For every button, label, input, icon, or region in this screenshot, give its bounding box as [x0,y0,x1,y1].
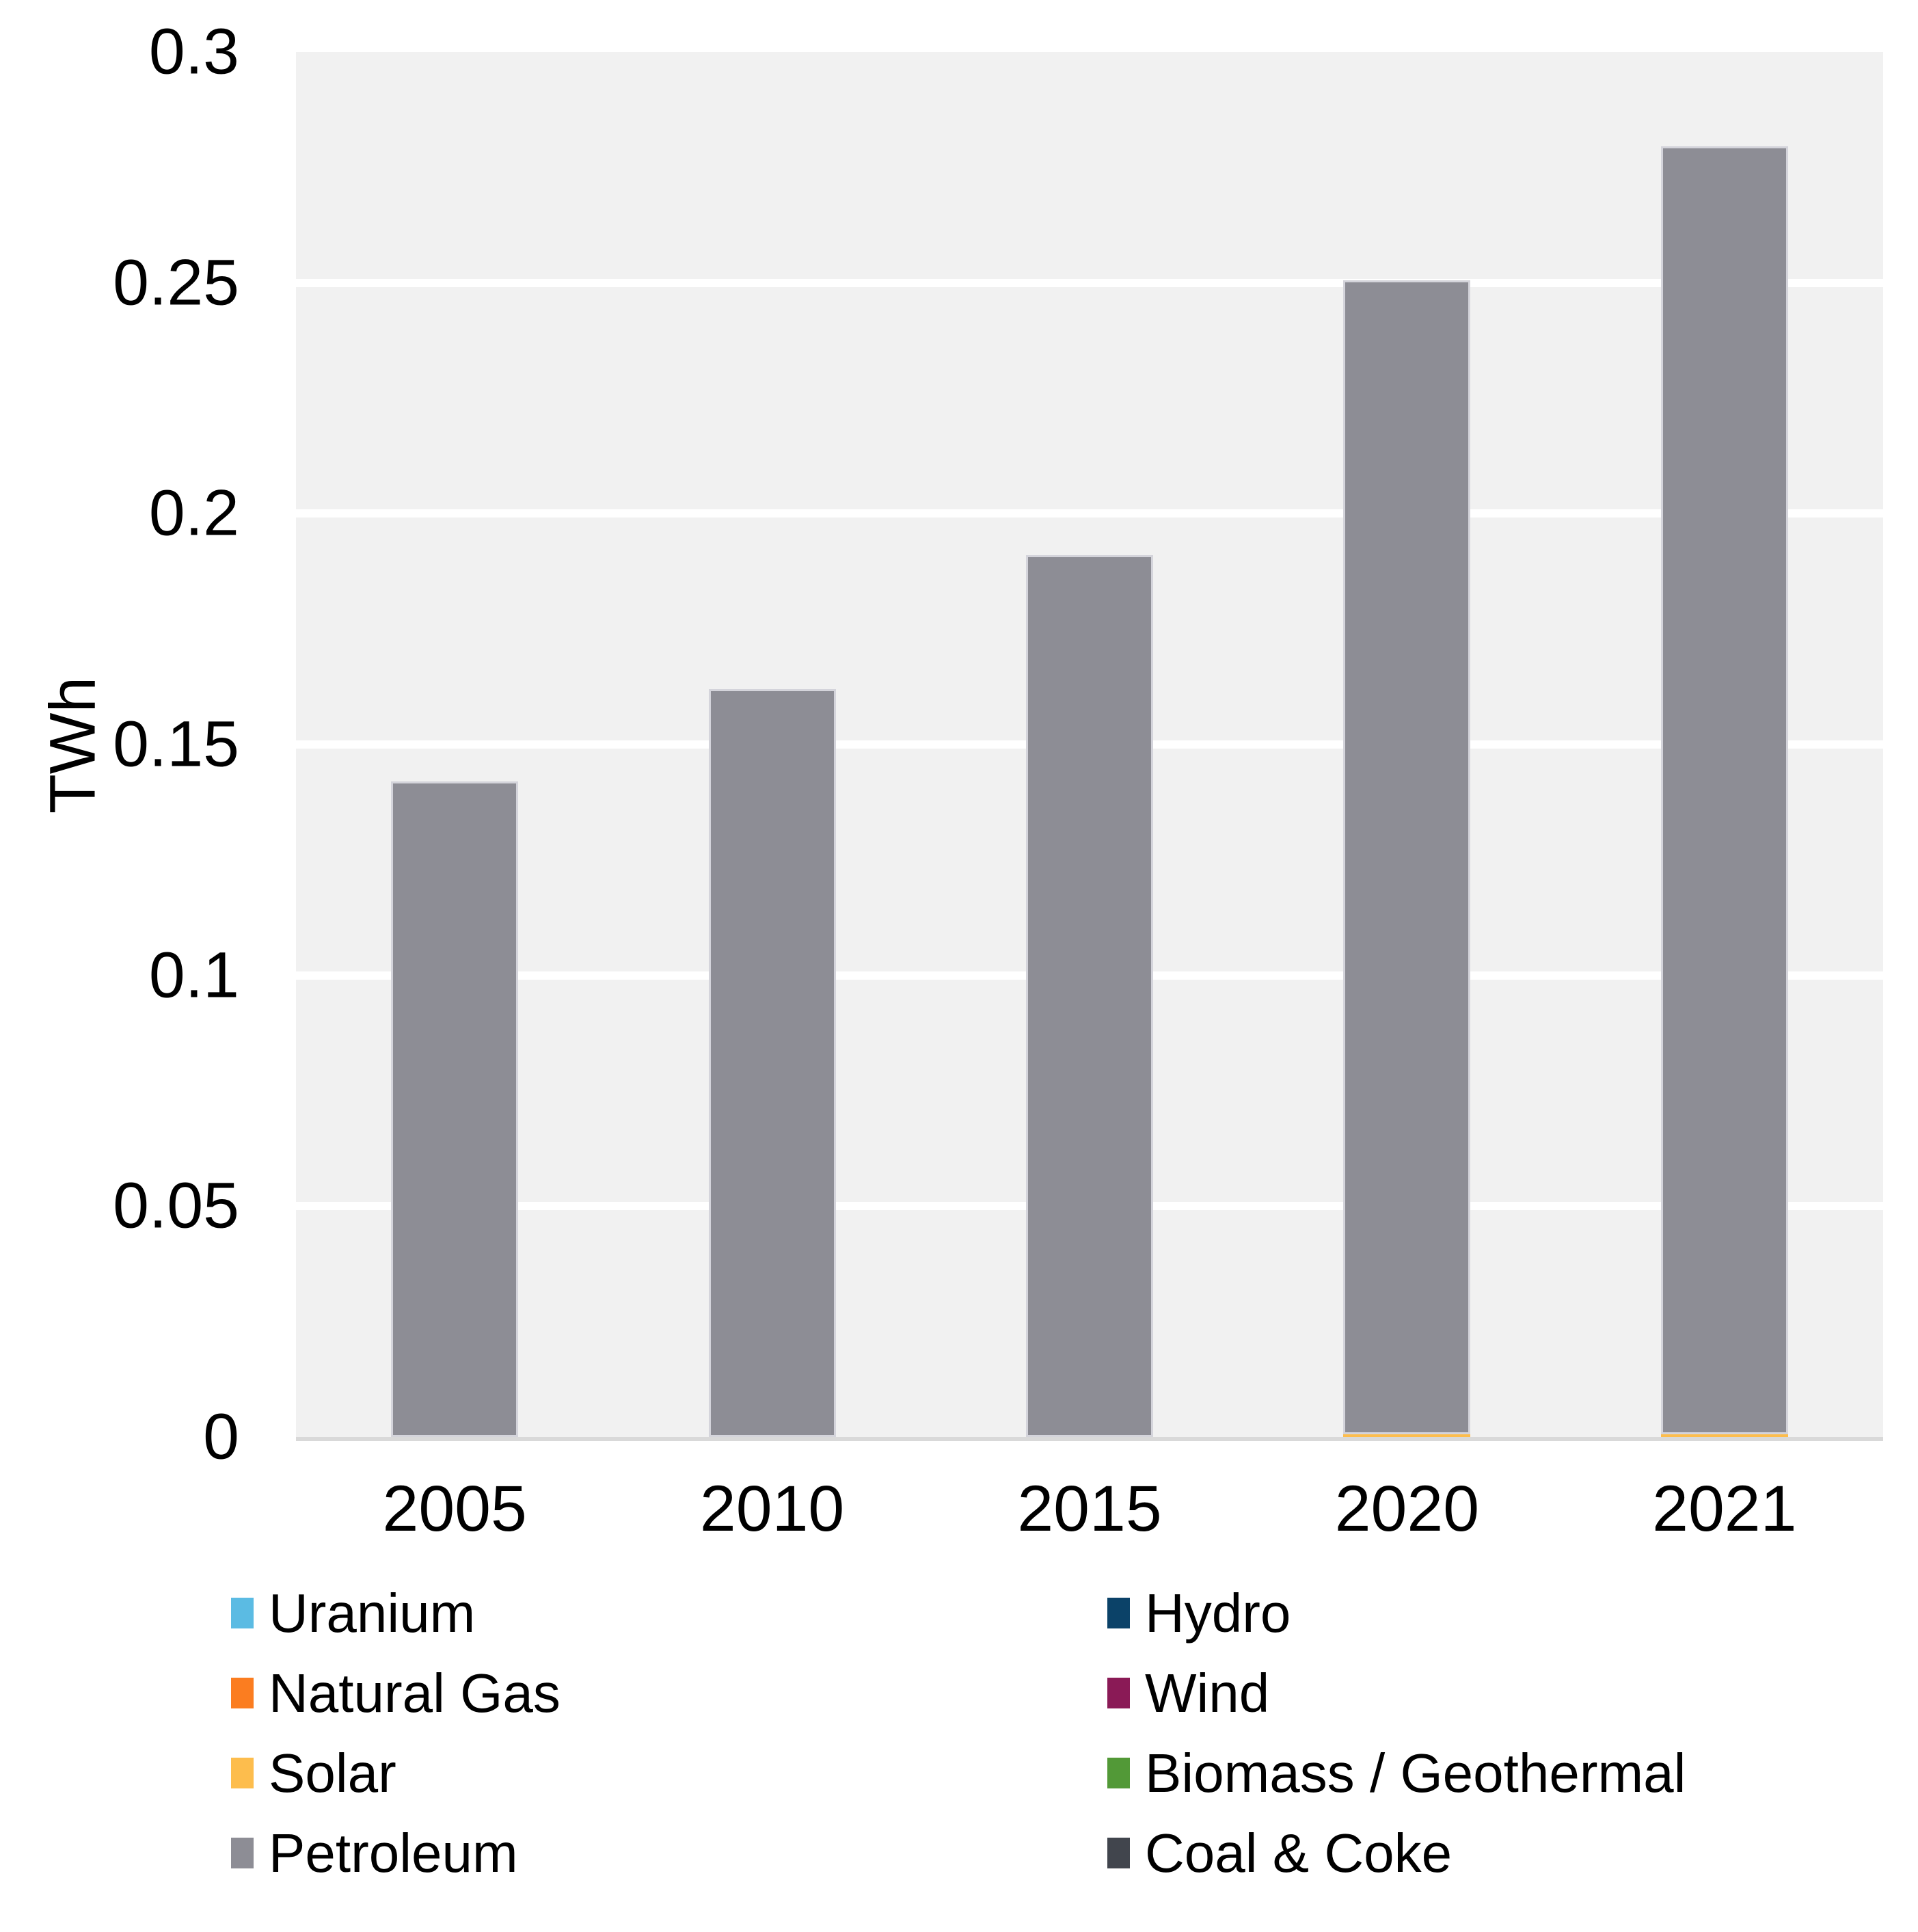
y-tick-label-0.25: 0.25 [113,246,239,319]
legend-swatch-petroleum [231,1838,254,1868]
legend-label: Uranium [269,1582,476,1643]
legend-swatch-hydro [1107,1598,1130,1628]
legend-item-hydro: Hydro [1107,1585,1291,1640]
legend-swatch-wind [1107,1678,1130,1708]
gridline-0.25 [296,278,1883,287]
legend-item-solar: Solar [231,1745,396,1800]
y-tick-label-0.15: 0.15 [113,708,239,781]
legend-swatch-coal-coke [1107,1838,1130,1868]
x-tick-label-2010: 2010 [699,1473,845,1545]
legend-item-petroleum: Petroleum [231,1825,518,1880]
bar-segment-solar-2020 [1343,1434,1471,1437]
bar-segment-petroleum-2010 [708,688,836,1437]
legend-label: Hydro [1145,1582,1291,1643]
legend-swatch-biomass-geothermal [1107,1758,1130,1788]
y-tick-label-0.3: 0.3 [148,15,239,88]
bar-segment-petroleum-2021 [1660,146,1788,1434]
bar-segment-petroleum-2015 [1026,555,1153,1437]
legend-label: Wind [1145,1662,1270,1723]
legend-swatch-uranium [231,1598,254,1628]
gridline-0.2 [296,509,1883,518]
legend-label: Solar [269,1742,396,1803]
legend-label: Biomass / Geothermal [1145,1742,1686,1803]
x-tick-label-2015: 2015 [1017,1473,1162,1545]
legend-item-natural-gas: Natural Gas [231,1665,560,1720]
x-tick-label-2005: 2005 [382,1473,527,1545]
bar-segment-solar-2021 [1660,1434,1788,1437]
legend-swatch-natural-gas [231,1678,254,1708]
legend-label: Natural Gas [269,1662,560,1723]
y-tick-label-0: 0 [203,1400,239,1473]
bar-segment-petroleum-2020 [1343,280,1471,1434]
legend-label: Coal & Coke [1145,1822,1453,1883]
bar-segment-petroleum-2005 [391,781,519,1437]
y-tick-label-0.2: 0.2 [148,477,239,550]
x-tick-label-2020: 2020 [1334,1473,1480,1545]
legend-item-wind: Wind [1107,1665,1269,1720]
y-tick-label-0.1: 0.1 [148,939,239,1012]
x-axis-line [296,1437,1883,1441]
legend-item-biomass-geothermal: Biomass / Geothermal [1107,1745,1686,1800]
x-tick-label-2021: 2021 [1652,1473,1797,1545]
legend-item-uranium: Uranium [231,1585,475,1640]
legend-swatch-solar [231,1758,254,1788]
legend-label: Petroleum [269,1822,518,1883]
y-tick-label-0.05: 0.05 [113,1169,239,1242]
legend-item-coal-coke: Coal & Coke [1107,1825,1452,1880]
